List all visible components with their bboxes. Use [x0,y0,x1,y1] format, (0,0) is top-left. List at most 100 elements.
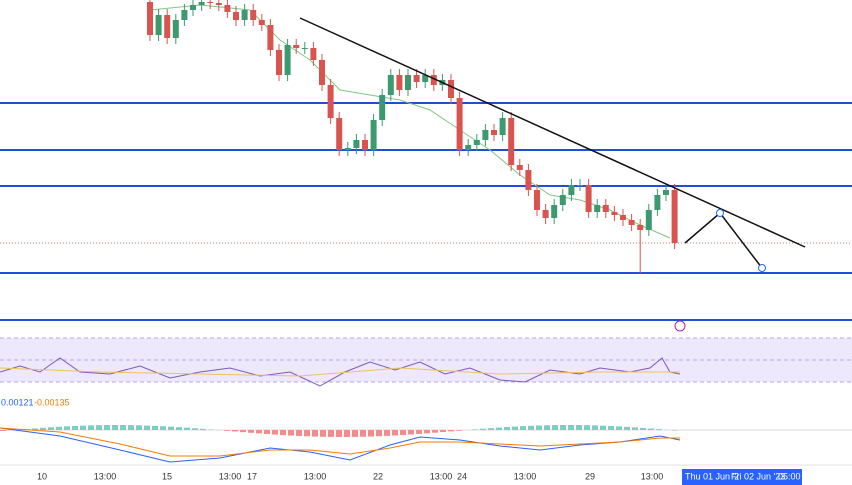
histogram-bar [160,426,166,430]
histogram-bar [208,429,214,430]
histogram-bar [440,430,446,433]
histogram-bar [88,425,94,430]
candle-body [155,15,162,35]
candle-body [568,185,575,195]
candle-body [663,190,669,195]
histogram-bar [568,425,574,430]
candle-body [577,185,583,186]
candle-body [671,190,678,243]
future-date: Thu 01 Jun '2 [685,471,739,481]
histogram-bar [384,430,390,436]
candle-body [336,118,343,150]
x-tick-label: 13:00 [219,471,242,481]
candle-body [542,210,549,218]
histogram-bar [280,430,286,436]
candle-body [628,220,635,225]
histogram-bar [144,425,150,430]
histogram-bar [408,430,414,435]
candle-body [258,20,265,25]
candle-body [525,170,532,190]
histogram-bar [80,425,86,430]
histogram-bar [488,428,494,430]
projection-node [716,209,724,217]
projection-node [758,264,766,272]
histogram-bar [176,427,182,430]
rsi-ma [0,367,680,377]
histogram-bar [656,429,662,430]
histogram-bar [40,427,46,430]
candle-body [241,10,248,20]
histogram-bar [536,425,542,430]
candle-body [293,45,300,48]
histogram-bar [232,430,238,432]
candle-body [172,20,179,38]
histogram-bar [632,427,638,430]
x-tick-label: 13:00 [514,471,537,481]
candle-body [413,75,420,82]
histogram-bar [48,427,54,430]
macd-value: 0.00121 [1,397,34,407]
candle-body [327,85,334,118]
candle-body [344,148,351,150]
future-range [682,469,802,485]
candle-body [379,95,386,120]
candle-body [491,130,497,135]
histogram-bar [400,430,406,435]
histogram-bar [648,428,654,430]
histogram-bar [432,430,438,433]
candle-body [181,10,188,20]
histogram-bar [64,426,70,430]
histogram-bar [264,430,270,435]
x-tick-label: 24 [457,471,467,481]
candle-body [267,25,274,50]
histogram-bar [456,430,462,431]
candle-body [207,2,214,3]
trend-line [299,17,806,248]
future-date: Fri 02 Jun '23 [731,471,785,481]
histogram-bar [128,425,134,430]
histogram-bar [576,425,582,430]
histogram-bar [512,426,518,430]
histogram-bar [56,426,62,430]
candle-body [353,140,360,148]
candle-body [301,48,308,49]
histogram-bar [96,425,102,430]
histogram-bar [120,425,126,430]
histogram-bar [520,426,526,430]
histogram-bar [72,425,78,430]
candle-body [508,118,515,165]
histogram-bar [184,427,190,430]
x-tick-label: 29 [585,471,595,481]
histogram-bar [360,430,366,437]
histogram-bar [152,425,158,430]
candle-body [250,10,257,20]
histogram-bar [288,430,294,436]
future-time: 05:00 [778,471,801,481]
histogram-bar [592,425,598,430]
histogram-bar [392,430,398,436]
histogram-bar [312,430,318,437]
x-tick-label: 22 [373,471,383,481]
histogram-bar [0,430,6,431]
histogram-bar [104,425,110,430]
histogram-bar [328,430,334,437]
candle-body [370,120,377,150]
candle-body [215,3,222,5]
histogram-bar [112,425,118,430]
histogram-bar [608,426,614,430]
histogram-bar [560,425,566,430]
histogram-bar [528,425,534,430]
histogram-bar [352,430,358,437]
event-icon[interactable] [674,320,686,332]
histogram-bar [256,430,262,434]
histogram-bar [424,430,430,434]
histogram-bar [200,428,206,430]
candle-body [387,75,394,95]
signal-line [0,427,680,457]
histogram-bar [296,430,302,436]
histogram-bar [240,430,246,433]
histogram-bar [616,426,622,430]
candle-body [396,75,403,90]
x-tick-label: 17 [247,471,257,481]
histogram-bar [448,430,454,432]
